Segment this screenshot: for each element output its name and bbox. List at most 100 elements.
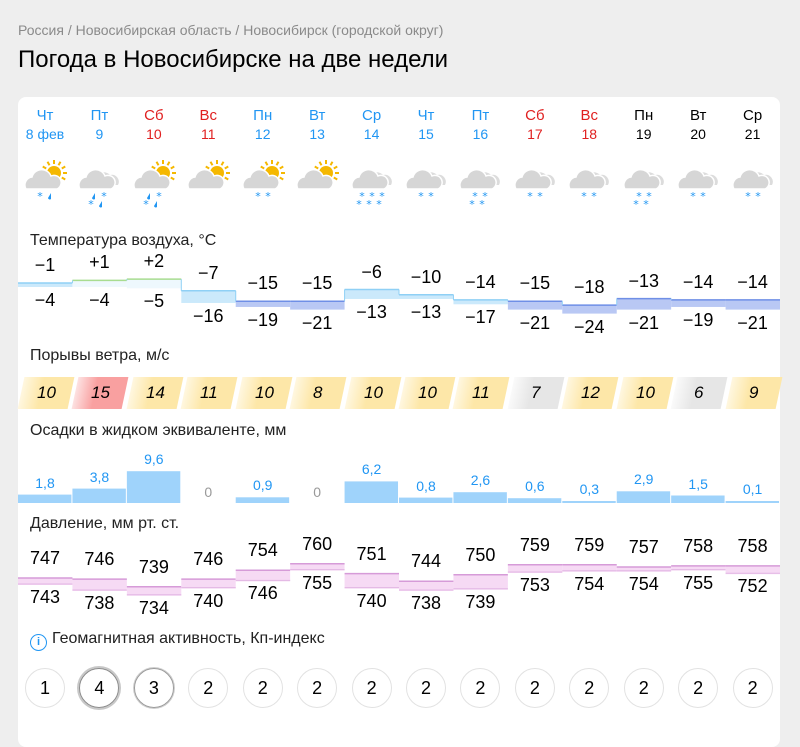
pressure-max: 746 bbox=[84, 549, 115, 570]
wind-gust-cell: 10 bbox=[344, 377, 401, 409]
precipitation-value: 0,3 bbox=[579, 481, 600, 497]
pressure-band bbox=[453, 574, 508, 590]
kp-index-circle: 2 bbox=[569, 668, 610, 708]
day-date: 17 bbox=[527, 126, 543, 142]
wind-gust-value: 10 bbox=[363, 383, 383, 402]
temperature-max: −1 bbox=[34, 255, 56, 275]
day-column[interactable]: Чт 8 фев bbox=[18, 107, 72, 142]
wind-gust-cell: 7 bbox=[507, 377, 565, 409]
wind-gust-cell: 11 bbox=[180, 377, 238, 409]
temperature-band bbox=[562, 305, 617, 314]
day-column[interactable]: Ср 14 bbox=[345, 107, 399, 142]
temperature-min: −24 bbox=[574, 316, 605, 337]
day-date: 20 bbox=[690, 126, 706, 142]
precipitation-bar bbox=[126, 471, 181, 503]
day-name: Вт bbox=[308, 107, 326, 124]
day-column[interactable]: Пн 12 bbox=[236, 107, 290, 142]
temperature-min: −21 bbox=[519, 312, 551, 333]
day-column[interactable]: Пт 9 bbox=[72, 107, 126, 142]
svg-text:*: * bbox=[376, 198, 382, 211]
pressure-min: 752 bbox=[737, 576, 768, 597]
pressure-min: 755 bbox=[683, 572, 714, 593]
pressure-max: 759 bbox=[519, 534, 550, 555]
svg-text:*: * bbox=[418, 190, 424, 203]
day-column[interactable]: Сб 17 bbox=[508, 107, 562, 142]
geomagnetic-label: i Геомагнитная активность, Кп-индекс bbox=[30, 630, 325, 651]
sun-icon bbox=[259, 160, 285, 181]
day-column[interactable]: Ср 21 bbox=[726, 107, 780, 142]
day-column[interactable]: Вт 20 bbox=[671, 107, 725, 142]
svg-text:*: * bbox=[636, 190, 642, 203]
precipitation-bar bbox=[616, 491, 671, 503]
svg-text:*: * bbox=[428, 190, 434, 203]
temperature-band bbox=[507, 301, 563, 310]
day-name: Чт bbox=[417, 107, 435, 124]
svg-text:*: * bbox=[527, 190, 533, 203]
pressure-band bbox=[18, 578, 73, 585]
precipitation-bar bbox=[725, 501, 780, 503]
breadcrumb-region[interactable]: Новосибирская область bbox=[75, 22, 232, 38]
day-date: 15 bbox=[418, 126, 434, 142]
precipitation-value: 0,8 bbox=[416, 477, 436, 494]
temperature-band bbox=[235, 301, 291, 307]
day-date: 12 bbox=[254, 126, 271, 142]
svg-text:*: * bbox=[255, 190, 261, 203]
precipitation-value: 6,2 bbox=[361, 461, 382, 478]
svg-text:*: * bbox=[480, 198, 486, 211]
info-icon[interactable]: i bbox=[30, 634, 47, 651]
precipitation-value: 0 bbox=[204, 484, 213, 500]
precipitation-value: 0,9 bbox=[252, 477, 273, 494]
svg-text:*: * bbox=[633, 198, 639, 211]
wind-gust-value: 10 bbox=[254, 383, 274, 402]
day-column[interactable]: Пт 16 bbox=[453, 107, 507, 142]
kp-index-circle: 2 bbox=[623, 668, 664, 708]
temperature-min: −21 bbox=[628, 312, 659, 333]
pressure-band bbox=[181, 579, 236, 589]
day-name: Сб bbox=[144, 107, 164, 124]
wind-gust-value: 11 bbox=[472, 383, 491, 402]
precipitation-bar bbox=[344, 481, 399, 503]
day-column[interactable]: Вт 13 bbox=[290, 107, 344, 142]
pressure-min: 754 bbox=[628, 573, 659, 594]
svg-text:*: * bbox=[359, 190, 365, 203]
kp-index-circle: 2 bbox=[732, 668, 773, 708]
svg-text:*: * bbox=[143, 198, 149, 211]
precipitation-value: 0,1 bbox=[742, 481, 763, 497]
breadcrumb-city[interactable]: Новосибирск (городской округ) bbox=[243, 22, 444, 38]
precipitation-value: 0 bbox=[313, 484, 322, 500]
day-date: 10 bbox=[146, 126, 162, 142]
day-date: 11 bbox=[201, 126, 216, 142]
day-column[interactable]: Сб 10 bbox=[127, 107, 181, 142]
precipitation-value: 1,5 bbox=[688, 475, 708, 492]
wind-gust-cell: 11 bbox=[453, 377, 510, 409]
day-date: 13 bbox=[309, 126, 325, 142]
cloudy-icon: * * bbox=[401, 155, 451, 211]
breadcrumb-russia[interactable]: Россия bbox=[18, 22, 64, 38]
day-column[interactable]: Вс 11 bbox=[181, 107, 235, 142]
day-column[interactable]: Чт 15 bbox=[399, 107, 453, 142]
svg-text:*: * bbox=[37, 190, 43, 203]
temperature-band bbox=[725, 299, 780, 310]
precipitation-value: 0,6 bbox=[525, 478, 545, 495]
temperature-min: −13 bbox=[356, 301, 387, 322]
pressure-max: 751 bbox=[356, 543, 387, 564]
temperature-max: −14 bbox=[465, 271, 496, 292]
day-column[interactable]: Пн 19 bbox=[617, 107, 671, 142]
svg-text:*: * bbox=[265, 190, 271, 203]
day-column[interactable]: Вс 18 bbox=[562, 107, 616, 142]
pressure-min: 740 bbox=[193, 590, 224, 611]
temperature-min: −17 bbox=[465, 307, 496, 328]
svg-text:*: * bbox=[745, 190, 751, 203]
partly-cloudy-icon bbox=[183, 155, 233, 211]
kp-index-circle: 2 bbox=[188, 668, 229, 708]
cloudy-icon: * * * * bbox=[619, 155, 669, 211]
temperature-min: −21 bbox=[301, 312, 333, 333]
precipitation-bar bbox=[671, 495, 725, 503]
day-name: Вс bbox=[580, 107, 599, 124]
day-name: Ср bbox=[361, 107, 382, 124]
svg-text:*: * bbox=[483, 190, 489, 203]
page-title: Погода в Новосибирске на две недели bbox=[18, 46, 449, 73]
svg-text:*: * bbox=[470, 198, 476, 211]
pressure-max: 744 bbox=[410, 551, 442, 572]
precipitation-value: 9,6 bbox=[144, 451, 164, 468]
